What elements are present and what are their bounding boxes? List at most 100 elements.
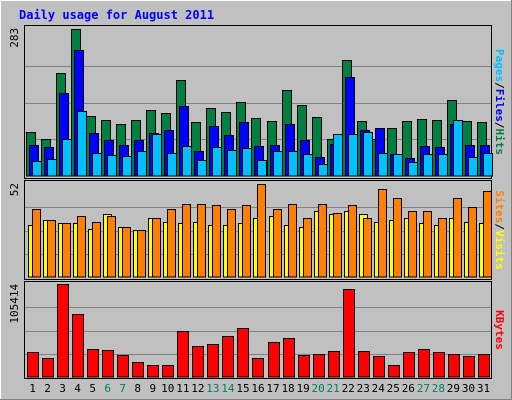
bar-pages-day-28 <box>438 154 448 177</box>
x-axis-labels: 1 2 3 4 5 6 7 8 9 10 11 12 13 14 15 16 17 18 19 20 21 22 23 24 2… <box>29 382 490 395</box>
legend-pages: Pages <box>493 49 506 82</box>
bar-sites-day-20 <box>318 204 327 278</box>
bar-kbytes-day-9 <box>147 365 159 378</box>
x-tick-label: 25 <box>387 382 400 395</box>
x-tick-label: 2 <box>44 382 51 395</box>
bar-pages-day-24 <box>378 153 388 177</box>
bar-pages-day-14 <box>227 150 237 177</box>
series-legend: KBytes <box>493 310 506 350</box>
bar-pages-day-26 <box>408 162 418 177</box>
bar-kbytes-day-3 <box>57 284 69 378</box>
bar-pages-day-10 <box>167 153 177 177</box>
legend-separator: / <box>493 82 506 89</box>
x-tick-label: 15 <box>236 382 249 395</box>
bar-pages-day-31 <box>483 153 493 177</box>
bar-sites-day-22 <box>348 205 357 278</box>
bar-pages-day-21 <box>333 134 343 177</box>
bar-sites-day-23 <box>363 218 372 278</box>
bar-sites-day-11 <box>182 204 191 278</box>
x-tick-label: 4 <box>74 382 81 395</box>
x-tick-label: 13 <box>206 382 219 395</box>
panel-visits: 52 Sites/Visits <box>8 180 506 280</box>
bar-kbytes-day-21 <box>328 351 340 378</box>
bar-sites-day-2 <box>47 220 56 278</box>
bar-pages-day-19 <box>303 154 313 177</box>
bar-sites-day-26 <box>408 211 417 278</box>
bar-sites-day-13 <box>212 205 221 278</box>
bar-sites-day-10 <box>167 209 176 278</box>
bar-sites-day-9 <box>152 218 161 278</box>
bar-kbytes-day-28 <box>433 352 445 378</box>
x-tick-label: 21 <box>327 382 340 395</box>
bar-sites-day-21 <box>333 213 342 278</box>
bar-kbytes-day-11 <box>177 331 189 378</box>
x-tick-label: 12 <box>191 382 204 395</box>
bar-kbytes-day-20 <box>313 354 325 378</box>
x-tick-label: 26 <box>402 382 415 395</box>
bar-sites-day-16 <box>257 184 266 278</box>
bar-pages-day-6 <box>107 155 117 177</box>
bar-pages-day-5 <box>92 153 102 177</box>
x-tick-label: 5 <box>89 382 96 395</box>
bar-sites-day-29 <box>453 198 462 278</box>
x-tick-label: 6 <box>104 382 111 395</box>
bar-sites-day-19 <box>303 218 312 278</box>
bar-kbytes-day-30 <box>463 356 475 378</box>
bar-kbytes-day-23 <box>358 351 370 378</box>
bar-pages-day-8 <box>137 151 147 177</box>
bar-pages-day-12 <box>197 160 207 177</box>
legend-separator: / <box>493 223 506 230</box>
bar-kbytes-day-31 <box>478 354 490 378</box>
bar-sites-day-18 <box>288 204 297 278</box>
x-tick-label: 10 <box>161 382 174 395</box>
bar-pages-day-17 <box>273 151 283 177</box>
panel-kbytes: 105414 KBytes <box>8 281 506 379</box>
x-tick-label: 3 <box>59 382 66 395</box>
x-tick-label: 24 <box>372 382 386 395</box>
bar-pages-day-4 <box>77 111 87 177</box>
x-tick-label: 7 <box>119 382 126 395</box>
x-tick-label: 29 <box>447 382 460 395</box>
legend-visits: Visits <box>493 230 506 270</box>
x-tick-label: 31 <box>477 382 490 395</box>
legend-kbytes: KBytes <box>493 310 506 350</box>
bar-kbytes-day-19 <box>298 355 310 378</box>
bar-pages-day-23 <box>363 132 373 177</box>
bar-sites-day-27 <box>423 211 432 278</box>
bar-kbytes-day-17 <box>268 342 280 378</box>
bar-pages-day-2 <box>47 159 57 177</box>
bar-pages-day-22 <box>348 134 358 177</box>
bar-kbytes-day-12 <box>192 346 204 378</box>
x-tick-label: 18 <box>281 382 294 395</box>
bar-sites-day-14 <box>227 209 236 278</box>
bar-kbytes-day-22 <box>343 289 355 378</box>
bar-sites-day-3 <box>62 223 71 278</box>
bar-kbytes-day-4 <box>72 314 84 378</box>
bar-kbytes-day-7 <box>117 355 129 378</box>
bar-pages-day-20 <box>318 164 328 177</box>
scale-max-label: 52 <box>8 183 21 196</box>
bar-kbytes-day-16 <box>252 358 264 378</box>
bar-sites-day-1 <box>32 209 41 278</box>
bar-kbytes-day-15 <box>237 328 249 378</box>
bar-sites-day-5 <box>92 222 101 278</box>
bar-pages-day-18 <box>288 151 298 177</box>
bar-kbytes-day-2 <box>42 358 54 378</box>
bar-kbytes-day-10 <box>162 365 174 378</box>
bar-kbytes-day-18 <box>283 338 295 378</box>
bar-kbytes-day-24 <box>373 356 385 378</box>
bar-pages-day-9 <box>152 134 162 177</box>
legend-separator: / <box>493 122 506 129</box>
bar-kbytes-day-1 <box>27 352 39 378</box>
bar-sites-day-15 <box>242 205 251 278</box>
x-tick-label: 1 <box>29 382 36 395</box>
bar-sites-day-12 <box>197 204 206 278</box>
bar-pages-day-30 <box>468 157 478 177</box>
legend-files: Files <box>493 89 506 122</box>
bar-sites-day-6 <box>107 216 116 278</box>
bar-kbytes-day-29 <box>448 354 460 378</box>
bar-pages-day-27 <box>423 154 433 177</box>
bar-pages-day-29 <box>453 120 463 177</box>
